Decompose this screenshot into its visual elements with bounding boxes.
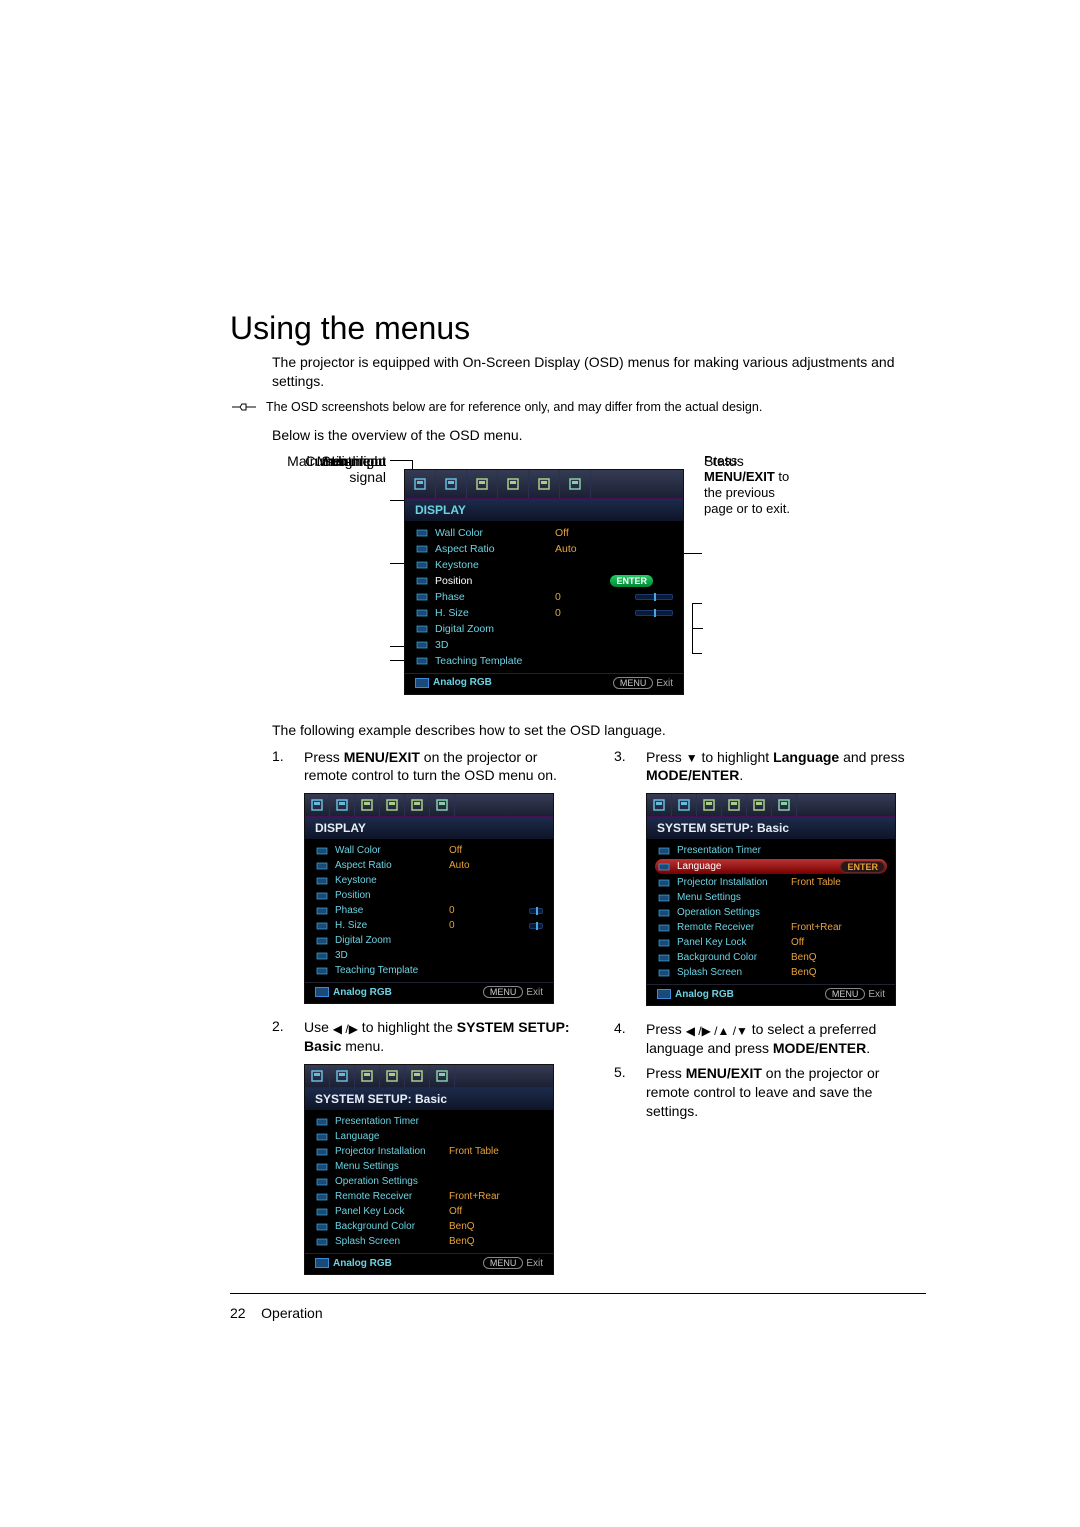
- osd-row: Operation Settings: [647, 905, 895, 920]
- osd-tab-icon: [722, 794, 747, 816]
- osd-tab-icon: [647, 794, 672, 816]
- note-icon: [230, 399, 258, 418]
- osd-tab-icon: [380, 1065, 405, 1087]
- osd-tab-icon: [355, 1065, 380, 1087]
- osd-tab-icon: [436, 470, 467, 498]
- osd-row: Splash ScreenBenQ: [305, 1234, 553, 1249]
- osd-row: Keystone: [405, 557, 683, 573]
- osd-tab-icon: [330, 1065, 355, 1087]
- osd-footer: Analog RGB MENUExit: [405, 673, 683, 694]
- osd-tab-icon: [430, 794, 455, 816]
- osd-row: Projector InstallationFront Table: [305, 1144, 553, 1159]
- osd-row: H. Size0: [305, 918, 553, 933]
- osd-tab-icon: [405, 1065, 430, 1087]
- osd-tab-icon: [560, 470, 591, 498]
- label-press-menu-exit: Press MENU/EXIT to the previous page or …: [704, 453, 804, 518]
- osd-step2: SYSTEM SETUP: Basic Presentation TimerLa…: [304, 1064, 554, 1275]
- step-2: 2. Use ◀ /▶ to highlight the SYSTEM SETU…: [272, 1018, 584, 1056]
- osd-row: Keystone: [305, 873, 553, 888]
- osd-row: Presentation Timer: [305, 1114, 553, 1129]
- osd-row: Projector InstallationFront Table: [647, 875, 895, 890]
- osd-tab-icon: [772, 794, 797, 816]
- osd-tabs: [405, 470, 683, 499]
- osd-tab-icon: [498, 470, 529, 498]
- osd-tab-icon: [405, 794, 430, 816]
- osd-row: H. Size0: [405, 605, 683, 621]
- osd-tab-icon: [355, 794, 380, 816]
- divider: [230, 1293, 926, 1294]
- osd-row: Background ColorBenQ: [305, 1219, 553, 1234]
- osd-tab-icon: [697, 794, 722, 816]
- osd-tab-icon: [330, 794, 355, 816]
- osd-row: Language: [305, 1129, 553, 1144]
- osd-row: Remote ReceiverFront+Rear: [647, 920, 895, 935]
- osd-row: Operation Settings: [305, 1174, 553, 1189]
- page-footer: 22 Operation: [230, 1305, 323, 1321]
- page-title: Using the menus: [230, 310, 926, 347]
- osd-tab-icon: [305, 1065, 330, 1087]
- osd-row: LanguageENTER: [655, 859, 887, 874]
- osd-row: Position: [305, 888, 553, 903]
- osd-row: Remote ReceiverFront+Rear: [305, 1189, 553, 1204]
- osd-row: Aspect RatioAuto: [305, 858, 553, 873]
- osd-tab-icon: [747, 794, 772, 816]
- osd-tab-icon: [672, 794, 697, 816]
- osd-row: Wall ColorOff: [305, 843, 553, 858]
- label-current-input: Current input signal: [272, 453, 386, 485]
- below-text: Below is the overview of the OSD menu.: [272, 426, 926, 445]
- osd-tab-icon: [305, 794, 330, 816]
- osd-step3: SYSTEM SETUP: Basic Presentation TimerLa…: [646, 793, 896, 1006]
- osd-row: Menu Settings: [647, 890, 895, 905]
- osd-row: Panel Key LockOff: [647, 935, 895, 950]
- osd-tab-icon: [467, 470, 498, 498]
- osd-row: Presentation Timer: [647, 843, 895, 858]
- disclaimer-text: The OSD screenshots below are for refere…: [266, 399, 762, 415]
- osd-row: Aspect RatioAuto: [405, 541, 683, 557]
- osd-tab-icon: [405, 470, 436, 498]
- step-5: 5. Press MENU/EXIT on the projector or r…: [614, 1064, 926, 1121]
- overview-diagram: Main menu icon Main menu Sub-menu Highli…: [272, 453, 926, 707]
- step-4: 4. Press ◀ /▶ /▲ /▼ to select a preferre…: [614, 1020, 926, 1058]
- osd-row: Phase0: [405, 589, 683, 605]
- osd-row: 3D: [305, 948, 553, 963]
- osd-row: Wall ColorOff: [405, 525, 683, 541]
- osd-tab-icon: [380, 794, 405, 816]
- osd-row: Teaching Template: [305, 963, 553, 978]
- intro-text: The projector is equipped with On-Screen…: [272, 353, 926, 391]
- osd-row: Phase0: [305, 903, 553, 918]
- osd-row: Background ColorBenQ: [647, 950, 895, 965]
- osd-row: Digital Zoom: [405, 621, 683, 637]
- osd-overview: DISPLAY Wall ColorOffAspect RatioAutoKey…: [404, 469, 684, 695]
- step-3: 3. Press ▼ to highlight Language and pre…: [614, 748, 926, 786]
- osd-row: Splash ScreenBenQ: [647, 965, 895, 980]
- osd-tab-icon: [529, 470, 560, 498]
- example-intro: The following example describes how to s…: [272, 721, 926, 740]
- osd-row: Digital Zoom: [305, 933, 553, 948]
- step-1: 1. Press MENU/EXIT on the projector or r…: [272, 748, 584, 786]
- osd-row: 3D: [405, 637, 683, 653]
- osd-row: Teaching Template: [405, 653, 683, 669]
- osd-tab-icon: [430, 1065, 455, 1087]
- osd-row: Menu Settings: [305, 1159, 553, 1174]
- osd-row: Panel Key LockOff: [305, 1204, 553, 1219]
- osd-step1: DISPLAY Wall ColorOffAspect RatioAutoKey…: [304, 793, 554, 1004]
- osd-title: DISPLAY: [405, 499, 683, 521]
- osd-row: PositionENTER: [405, 573, 683, 589]
